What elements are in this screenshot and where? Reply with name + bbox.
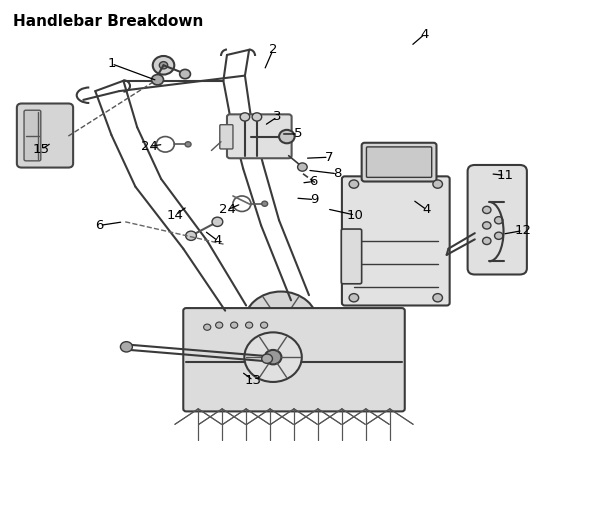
Circle shape (298, 163, 307, 171)
Circle shape (179, 69, 190, 79)
Text: 2: 2 (269, 44, 277, 56)
Circle shape (230, 322, 238, 328)
Circle shape (215, 322, 223, 328)
Circle shape (152, 75, 164, 85)
Text: 3: 3 (273, 110, 281, 123)
FancyBboxPatch shape (362, 143, 436, 181)
Circle shape (494, 217, 503, 224)
Text: 4: 4 (423, 204, 431, 217)
Text: 9: 9 (310, 193, 319, 206)
Circle shape (433, 294, 442, 302)
FancyBboxPatch shape (342, 176, 449, 306)
Circle shape (265, 350, 281, 364)
Circle shape (153, 56, 174, 75)
Circle shape (260, 322, 268, 328)
Text: 10: 10 (347, 209, 364, 222)
Circle shape (121, 342, 133, 352)
Circle shape (494, 232, 503, 239)
Text: 7: 7 (325, 151, 333, 164)
Circle shape (482, 237, 491, 244)
FancyBboxPatch shape (220, 125, 233, 149)
Text: Handlebar Breakdown: Handlebar Breakdown (13, 13, 203, 28)
Text: 6: 6 (95, 219, 104, 232)
Text: 12: 12 (514, 224, 531, 237)
FancyBboxPatch shape (467, 165, 527, 275)
Text: 5: 5 (294, 127, 302, 140)
Circle shape (349, 180, 359, 188)
Circle shape (279, 130, 295, 143)
Text: 4: 4 (214, 235, 222, 248)
Circle shape (212, 217, 223, 226)
Text: 13: 13 (245, 374, 262, 387)
Text: 15: 15 (33, 143, 50, 156)
Circle shape (262, 354, 272, 363)
Circle shape (244, 333, 302, 382)
Text: 1: 1 (107, 57, 116, 70)
FancyBboxPatch shape (227, 114, 292, 159)
Circle shape (349, 294, 359, 302)
Circle shape (244, 292, 318, 355)
Circle shape (245, 322, 253, 328)
Circle shape (185, 142, 191, 147)
Text: 11: 11 (496, 169, 513, 182)
FancyBboxPatch shape (17, 104, 73, 167)
Text: 14: 14 (167, 209, 184, 222)
Circle shape (160, 62, 168, 69)
Circle shape (264, 309, 298, 338)
Circle shape (482, 222, 491, 229)
FancyBboxPatch shape (183, 308, 405, 411)
Text: 24: 24 (218, 204, 235, 217)
FancyBboxPatch shape (367, 147, 431, 177)
Circle shape (240, 113, 250, 121)
Circle shape (252, 113, 262, 121)
Circle shape (185, 231, 196, 240)
Text: 24: 24 (141, 140, 158, 153)
Text: 8: 8 (333, 167, 341, 180)
FancyBboxPatch shape (24, 110, 41, 161)
FancyBboxPatch shape (341, 229, 362, 284)
Circle shape (262, 201, 268, 206)
Circle shape (203, 324, 211, 330)
Circle shape (433, 180, 442, 188)
Text: 6: 6 (309, 175, 317, 188)
Circle shape (482, 206, 491, 213)
Text: 4: 4 (421, 28, 428, 41)
